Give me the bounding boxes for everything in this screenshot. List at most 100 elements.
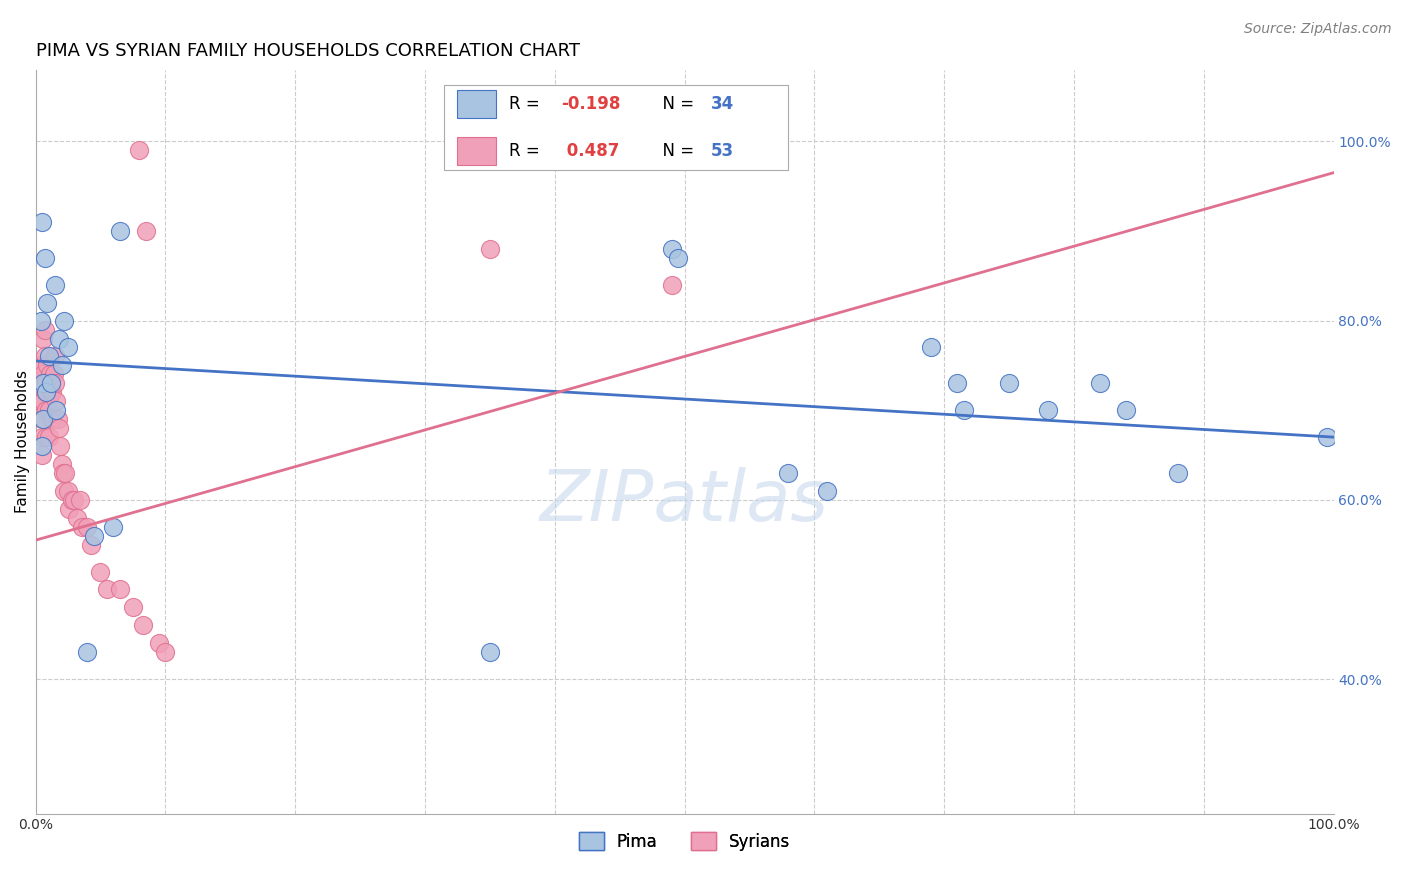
Point <box>38 430 60 444</box>
Point <box>34 251 56 265</box>
Point <box>69 492 91 507</box>
Point <box>148 636 170 650</box>
Point <box>478 645 501 659</box>
Point <box>661 277 683 292</box>
Point <box>66 510 89 524</box>
Point <box>952 403 974 417</box>
Point <box>38 350 60 364</box>
Point <box>44 350 66 364</box>
Point <box>32 332 55 346</box>
Point <box>32 368 55 382</box>
Text: N =: N = <box>652 142 699 160</box>
Point <box>58 501 80 516</box>
Point <box>45 403 67 417</box>
Point <box>30 359 52 373</box>
Point <box>37 385 59 400</box>
Point <box>56 341 79 355</box>
Text: R =: R = <box>509 95 546 112</box>
Point <box>96 582 118 597</box>
Point <box>44 376 66 391</box>
Point <box>1115 403 1137 417</box>
Point <box>778 466 800 480</box>
Point <box>53 313 76 327</box>
Legend: Pima, Syrians: Pima, Syrians <box>572 826 797 857</box>
Point <box>31 439 53 453</box>
Point <box>51 359 73 373</box>
Point <box>1088 376 1111 391</box>
Point <box>108 582 131 597</box>
Point <box>31 215 53 229</box>
Point <box>35 403 58 417</box>
Point <box>60 492 83 507</box>
Point <box>45 394 67 409</box>
Point <box>920 341 942 355</box>
Text: 34: 34 <box>710 95 734 112</box>
Point <box>661 242 683 256</box>
Point <box>34 322 56 336</box>
Point <box>38 368 60 382</box>
Point <box>83 529 105 543</box>
Point <box>666 251 689 265</box>
Point <box>46 412 69 426</box>
Point <box>89 565 111 579</box>
Y-axis label: Family Households: Family Households <box>15 370 30 513</box>
Point <box>35 430 58 444</box>
Point <box>41 412 63 426</box>
Point <box>108 224 131 238</box>
Point <box>72 520 94 534</box>
Point <box>39 376 62 391</box>
Text: N =: N = <box>652 95 699 112</box>
Text: PIMA VS SYRIAN FAMILY HOUSEHOLDS CORRELATION CHART: PIMA VS SYRIAN FAMILY HOUSEHOLDS CORRELA… <box>35 42 579 60</box>
Text: 53: 53 <box>710 142 734 160</box>
Point <box>41 385 63 400</box>
Point <box>32 412 55 426</box>
Point <box>39 385 62 400</box>
Point <box>132 618 155 632</box>
FancyBboxPatch shape <box>444 85 789 170</box>
Point <box>37 295 59 310</box>
Point <box>56 483 79 498</box>
Point <box>32 376 55 391</box>
Point <box>31 412 53 426</box>
Text: -0.198: -0.198 <box>561 95 620 112</box>
Point <box>122 600 145 615</box>
FancyBboxPatch shape <box>457 89 496 118</box>
Text: 0.487: 0.487 <box>561 142 620 160</box>
Point <box>42 368 65 382</box>
Point <box>30 313 52 327</box>
Point <box>35 385 58 400</box>
Point <box>76 645 98 659</box>
Text: ZIPatlas: ZIPatlas <box>540 467 830 535</box>
Point <box>63 492 86 507</box>
Point <box>34 350 56 364</box>
Point <box>32 394 55 409</box>
Point <box>52 466 75 480</box>
Point <box>55 466 77 480</box>
Point <box>51 457 73 471</box>
Point <box>76 520 98 534</box>
Point <box>128 144 150 158</box>
Point <box>478 242 501 256</box>
Point <box>155 645 177 659</box>
Point <box>1167 466 1189 480</box>
FancyBboxPatch shape <box>457 136 496 165</box>
Point <box>946 376 969 391</box>
Point <box>103 520 125 534</box>
Point <box>48 421 70 435</box>
Point <box>53 483 76 498</box>
Point <box>37 359 59 373</box>
Point <box>31 430 53 444</box>
Point <box>48 332 70 346</box>
Point <box>31 448 53 462</box>
Point <box>38 403 60 417</box>
Point <box>35 376 58 391</box>
Point <box>998 376 1021 391</box>
Point <box>44 277 66 292</box>
Text: R =: R = <box>509 142 546 160</box>
Point <box>30 394 52 409</box>
Point <box>135 224 157 238</box>
Point <box>1316 430 1339 444</box>
Point <box>815 483 838 498</box>
Text: Source: ZipAtlas.com: Source: ZipAtlas.com <box>1244 22 1392 37</box>
Point <box>1036 403 1059 417</box>
